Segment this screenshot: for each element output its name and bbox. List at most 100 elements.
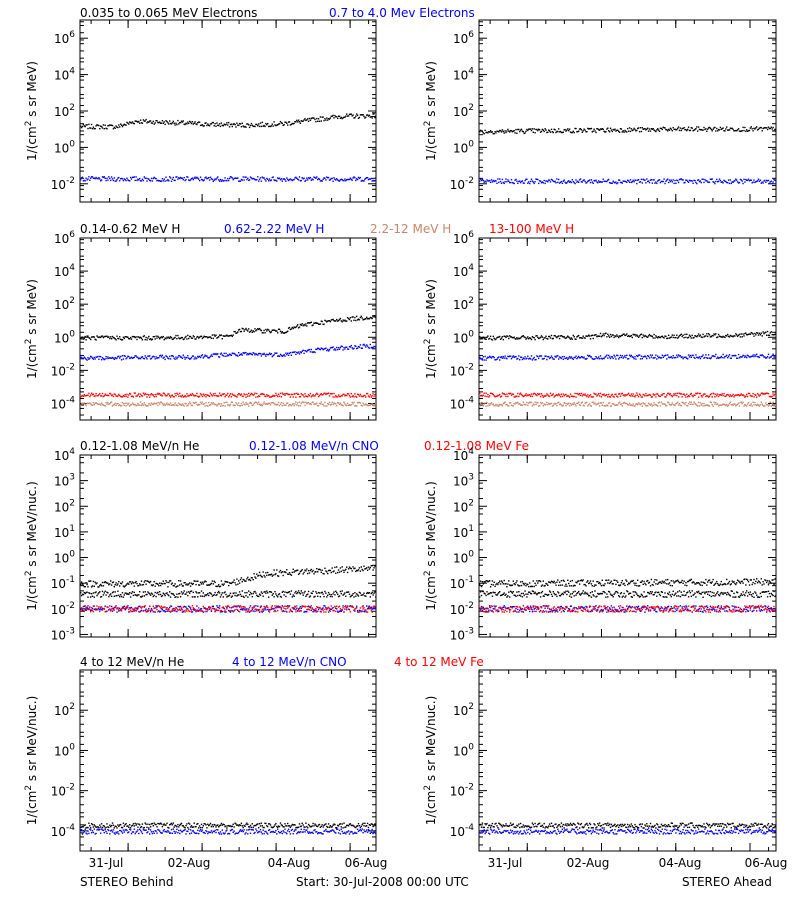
data-point bbox=[206, 336, 208, 338]
data-point bbox=[171, 582, 174, 584]
data-point bbox=[289, 351, 292, 354]
data-point bbox=[367, 178, 370, 181]
data-point bbox=[321, 403, 323, 405]
data-point bbox=[187, 594, 189, 597]
data-point bbox=[167, 357, 169, 359]
data-point bbox=[581, 337, 583, 339]
y-axis-label: 1/(cm2 s sr MeV) bbox=[423, 279, 438, 379]
data-point bbox=[354, 405, 356, 407]
data-point bbox=[769, 401, 771, 403]
data-point bbox=[116, 403, 118, 405]
data-point bbox=[280, 401, 283, 404]
data-point bbox=[562, 336, 564, 338]
data-point bbox=[122, 585, 125, 587]
data-point bbox=[203, 595, 205, 598]
data-point bbox=[164, 394, 166, 396]
data-point bbox=[270, 179, 273, 181]
data-point bbox=[374, 179, 376, 182]
data-point bbox=[225, 179, 227, 182]
data-point bbox=[531, 359, 534, 361]
data-point bbox=[284, 332, 286, 334]
data-point bbox=[344, 403, 346, 405]
data-point bbox=[585, 402, 587, 404]
data-point bbox=[173, 594, 175, 596]
data-point bbox=[120, 177, 123, 180]
data-point bbox=[319, 323, 322, 325]
data-point bbox=[99, 392, 101, 395]
data-point bbox=[520, 356, 523, 358]
data-point bbox=[497, 357, 499, 359]
data-point bbox=[139, 393, 142, 395]
data-point bbox=[247, 330, 249, 332]
data-point bbox=[332, 114, 334, 117]
data-point bbox=[730, 357, 732, 359]
data-point bbox=[317, 322, 319, 324]
data-point bbox=[195, 338, 197, 340]
data-point bbox=[658, 336, 661, 339]
data-point bbox=[646, 405, 648, 407]
data-point bbox=[370, 317, 372, 319]
data-point bbox=[141, 339, 144, 341]
data-point bbox=[221, 338, 223, 340]
data-point bbox=[595, 179, 597, 181]
data-point bbox=[542, 396, 544, 398]
data-point bbox=[505, 131, 507, 134]
data-point bbox=[266, 177, 268, 180]
data-point bbox=[268, 125, 270, 128]
data-point bbox=[213, 179, 215, 181]
data-point bbox=[168, 403, 170, 405]
data-point bbox=[718, 178, 721, 180]
data-point bbox=[290, 405, 293, 407]
data-point bbox=[252, 352, 254, 354]
data-point bbox=[548, 179, 551, 181]
data-point bbox=[632, 393, 634, 395]
data-point bbox=[342, 179, 344, 182]
data-point bbox=[300, 324, 302, 326]
data-point bbox=[162, 357, 164, 359]
data-point bbox=[126, 593, 128, 595]
data-point bbox=[572, 180, 574, 183]
data-point bbox=[579, 394, 582, 397]
data-point bbox=[82, 123, 85, 126]
data-point bbox=[373, 113, 375, 115]
data-point bbox=[105, 401, 107, 404]
data-point bbox=[304, 393, 306, 395]
data-point bbox=[671, 402, 673, 404]
data-point bbox=[374, 116, 376, 119]
data-point bbox=[135, 176, 137, 178]
data-point bbox=[207, 592, 209, 595]
data-point bbox=[249, 401, 252, 404]
data-point bbox=[716, 403, 718, 406]
data-point bbox=[556, 130, 558, 133]
data-point bbox=[486, 336, 488, 338]
data-point bbox=[81, 125, 84, 128]
data-point bbox=[541, 336, 544, 338]
data-point bbox=[732, 181, 734, 183]
data-point bbox=[194, 176, 196, 178]
data-point bbox=[339, 395, 342, 398]
data-point bbox=[504, 335, 506, 338]
data-point bbox=[367, 317, 370, 320]
data-point bbox=[351, 115, 353, 117]
data-point bbox=[356, 114, 359, 117]
data-point bbox=[559, 181, 562, 184]
data-point bbox=[184, 123, 186, 126]
data-point bbox=[708, 334, 711, 336]
data-point bbox=[153, 336, 155, 338]
data-point bbox=[743, 178, 745, 180]
data-point bbox=[728, 395, 731, 398]
data-point bbox=[550, 128, 553, 131]
data-point bbox=[156, 337, 158, 339]
data-point bbox=[273, 402, 275, 405]
data-point bbox=[737, 394, 740, 396]
data-point bbox=[109, 402, 111, 405]
data-point bbox=[355, 179, 357, 182]
data-point bbox=[621, 355, 623, 357]
data-point bbox=[351, 395, 353, 398]
data-point bbox=[262, 403, 264, 405]
data-point bbox=[693, 356, 695, 359]
data-point bbox=[299, 405, 302, 407]
data-point bbox=[118, 124, 120, 126]
data-point bbox=[740, 179, 742, 181]
data-point bbox=[364, 394, 366, 397]
